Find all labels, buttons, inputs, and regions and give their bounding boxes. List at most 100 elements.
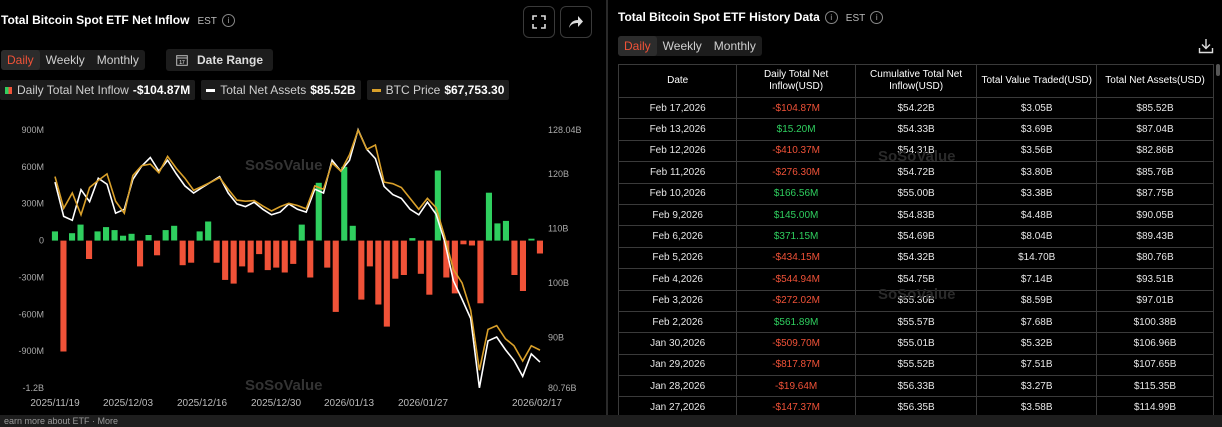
table-row[interactable]: Feb 5,2026 -$434.15M $54.32B $14.70B $80.76B [617, 246, 1214, 270]
inflow-bar [273, 240, 280, 268]
table-row[interactable]: Feb 6,2026 $371.15M $54.69B $8.04B $89.43B [617, 225, 1214, 248]
cell-total-value-traded: $5.32B [976, 332, 1098, 355]
inflow-bar [468, 240, 475, 246]
col-total-value-traded[interactable]: Total Value Traded(USD) [976, 64, 1098, 98]
table-row[interactable]: Feb 13,2026 $15.20M $54.33B $3.69B $87.04B [617, 118, 1214, 141]
cell-cumulative-net-inflow: $54.22B [854, 96, 978, 120]
x-axis-tick: 2025/11/19 [30, 398, 80, 409]
table-row[interactable]: Jan 29,2026 -$817.87M $55.52B $7.51B $107.65… [617, 353, 1214, 377]
table-row[interactable]: Feb 17,2026 -$104.87M $54.22B $3.05B $85.52B [617, 96, 1214, 120]
chart-title: Total Bitcoin Spot ETF Net Inflow EST i [1, 13, 235, 28]
tab-monthly[interactable]: Monthly [96, 53, 139, 67]
inflow-bar [120, 235, 127, 241]
cell-total-value-traded: $7.14B [976, 268, 1098, 291]
fullscreen-icon [532, 15, 546, 29]
table-row[interactable]: Feb 11,2026 -$276.30M $54.72B $3.80B $85.76B [617, 161, 1214, 184]
inflow-bar [230, 240, 237, 284]
inflow-bar [239, 240, 246, 267]
left-period-tabs: Daily Weekly Monthly [1, 50, 145, 70]
inflow-bar [111, 230, 118, 241]
legend-btc-price[interactable]: BTC Price $67,753.30 [366, 80, 510, 100]
inflow-bar [477, 240, 484, 304]
cell-total-value-traded: $3.69B [976, 118, 1098, 141]
info-icon[interactable]: i [870, 11, 884, 25]
table-row[interactable]: Feb 10,2026 $166.56M $55.00B $3.38B $87.75B [617, 182, 1214, 205]
y-axis-left-tick: -1.2B [22, 383, 44, 393]
cell-total-value-traded: $3.27B [976, 375, 1098, 398]
inflow-bar [290, 240, 297, 264]
col-cumulative-net-inflow[interactable]: Cumulative Total Net Inflow(USD) [854, 64, 978, 98]
cell-cumulative-net-inflow: $54.83B [854, 203, 978, 227]
inflow-bar [485, 192, 492, 241]
date-range-button[interactable]: 17 Date Range [166, 49, 274, 71]
table-scrollbar[interactable] [1216, 64, 1220, 76]
info-icon[interactable]: i [824, 11, 838, 25]
cell-date: Feb 3,2026 [617, 289, 738, 312]
inflow-bar [60, 240, 67, 352]
inflow-bar [332, 240, 339, 312]
inflow-bar [383, 240, 390, 327]
tab-weekly[interactable]: Weekly [45, 53, 85, 67]
y-axis-right-tick: 80.76B [548, 383, 577, 393]
fullscreen-button[interactable] [523, 6, 555, 38]
table-row[interactable]: Jan 27,2026 -$147.37M $56.35B $3.58B $114.99… [617, 396, 1214, 419]
cell-total-net-assets: $85.76B [1096, 161, 1214, 184]
cell-date: Feb 12,2026 [617, 139, 738, 163]
y-axis-right-tick: 120B [548, 169, 569, 179]
tab-monthly[interactable]: Monthly [713, 39, 756, 53]
share-button[interactable] [560, 6, 592, 38]
table-row[interactable]: Feb 9,2026 $145.00M $54.83B $4.48B $90.05B [617, 203, 1214, 227]
watermark: SoSoValue [878, 148, 956, 165]
cell-date: Feb 5,2026 [617, 246, 738, 270]
net-inflow-chart[interactable]: SoSoValue SoSoValue 900M 600M 300M 0 -300M -6… [0, 115, 606, 415]
y-axis-left-tick: -600M [18, 309, 44, 319]
cell-daily-net-inflow: $371.15M [736, 225, 856, 248]
inflow-bar [162, 230, 169, 241]
y-axis-right-tick: 128.04B [548, 125, 582, 135]
inflow-bar [205, 221, 212, 241]
inflow-bar [511, 240, 518, 275]
tab-daily[interactable]: Daily [618, 36, 657, 56]
legend-daily-net-inflow[interactable]: Daily Total Net Inflow -$104.87M [0, 80, 196, 100]
table-row[interactable]: Feb 12,2026 -$410.37M $54.31B $3.56B $82.86B [617, 139, 1214, 163]
table-row[interactable]: Feb 3,2026 -$272.02M $55.30B $8.59B $97.01B [617, 289, 1214, 312]
inflow-bar [341, 166, 348, 241]
cell-total-value-traded: $4.48B [976, 203, 1098, 227]
cell-cumulative-net-inflow: $55.52B [854, 353, 978, 377]
tab-weekly[interactable]: Weekly [662, 39, 702, 53]
y-axis-right-tick: 110B [548, 223, 568, 233]
download-icon[interactable] [1198, 38, 1214, 54]
btc-price-line [54, 128, 541, 371]
right-period-tabs: Daily Weekly Monthly [618, 36, 762, 56]
legend-value: $85.52B [310, 83, 356, 97]
inflow-bar [443, 240, 450, 278]
inflow-bar [324, 240, 331, 268]
share-icon [569, 16, 583, 28]
info-icon[interactable]: i [221, 14, 235, 28]
cell-total-net-assets: $82.86B [1096, 139, 1214, 163]
cell-total-value-traded: $8.04B [976, 225, 1098, 248]
history-data-panel: Total Bitcoin Spot ETF History Data i EST i… [608, 0, 1222, 419]
inflow-bar [145, 235, 152, 241]
cell-daily-net-inflow: -$19.64M [736, 375, 856, 398]
inflow-bar [358, 240, 365, 300]
footer-strip[interactable]: earn more about ETF · More [0, 415, 1222, 427]
table-row[interactable]: Jan 28,2026 -$19.64M $56.33B $3.27B $115.35B [617, 375, 1214, 398]
inflow-bar [154, 240, 161, 256]
col-daily-net-inflow[interactable]: Daily Total Net Inflow(USD) [736, 64, 856, 98]
table-row[interactable]: Feb 4,2026 -$544.94M $54.75B $7.14B $93.51B [617, 268, 1214, 291]
legend-total-net-assets[interactable]: Total Net Assets $85.52B [201, 80, 361, 100]
y-axis-left-tick: 600M [21, 162, 44, 172]
history-title-text: Total Bitcoin Spot ETF History Data [618, 10, 820, 24]
inflow-bar [69, 233, 76, 241]
inflow-bar [264, 240, 271, 271]
tab-daily[interactable]: Daily [1, 50, 40, 70]
inflow-bar [247, 240, 254, 273]
watermark: SoSoValue [245, 377, 323, 394]
cell-total-net-assets: $90.05B [1096, 203, 1214, 227]
col-total-net-assets[interactable]: Total Net Assets(USD) [1096, 64, 1214, 98]
table-row[interactable]: Jan 30,2026 -$509.70M $55.01B $5.32B $106.96… [617, 332, 1214, 355]
col-date[interactable]: Date [617, 64, 738, 98]
inflow-bar [502, 220, 509, 241]
table-row[interactable]: Feb 2,2026 $561.89M $55.57B $7.68B $100.38B [617, 310, 1214, 334]
